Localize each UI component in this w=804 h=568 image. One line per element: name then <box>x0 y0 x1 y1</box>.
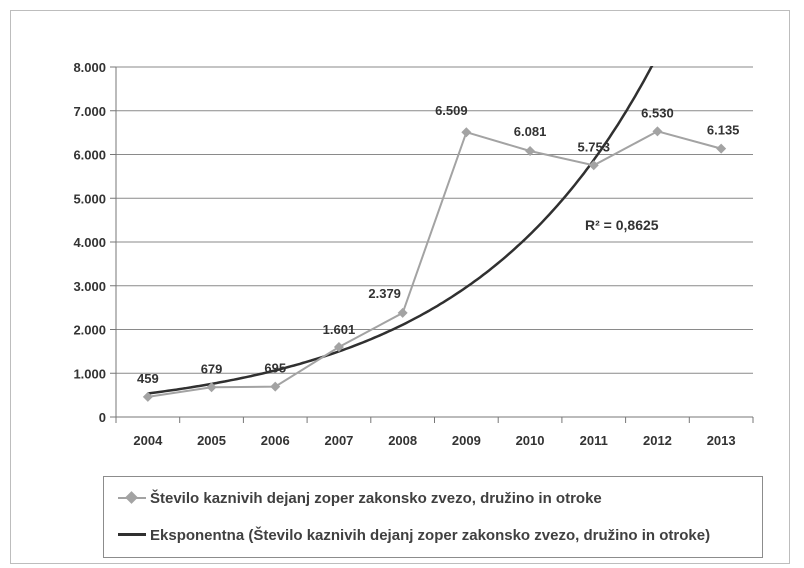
y-tick-label: 5.000 <box>73 191 106 206</box>
gridlines <box>116 66 753 374</box>
x-tick-label: 2004 <box>133 433 163 448</box>
y-tick-label: 0 <box>99 410 106 425</box>
x-tick-label: 2009 <box>452 433 481 448</box>
trendline <box>147 66 654 395</box>
y-tick-label: 8.000 <box>73 60 106 75</box>
data-label: 1.601 <box>323 322 356 337</box>
x-tick-label: 2008 <box>388 433 417 448</box>
x-tick-label: 2010 <box>516 433 545 448</box>
legend-entry-trendline: Eksponentna (Število kaznivih dejanj zop… <box>118 524 710 546</box>
data-point-marker <box>270 381 281 392</box>
y-tick-label: 7.000 <box>73 104 106 119</box>
data-label: 2.379 <box>368 286 401 301</box>
data-point-marker <box>716 143 727 154</box>
data-label: 459 <box>137 371 159 386</box>
data-label: 679 <box>201 361 223 376</box>
trendline-path <box>147 66 654 395</box>
y-tick-label: 2.000 <box>73 323 106 338</box>
data-point-marker <box>461 127 472 138</box>
data-point-marker <box>397 307 408 318</box>
line-swatch <box>118 528 146 542</box>
x-tick-label: 2013 <box>707 433 736 448</box>
x-tick-label: 2012 <box>643 433 672 448</box>
data-label: 6.509 <box>435 103 468 118</box>
data-series <box>142 126 727 402</box>
y-axis-tick-labels: 0 1.000 2.000 3.000 4.000 5.000 6.000 7.000 8.00… <box>73 60 106 425</box>
x-tick-label: 2005 <box>197 433 226 448</box>
y-tick-label: 4.000 <box>73 235 106 250</box>
x-tick-label: 2007 <box>324 433 353 448</box>
diamond-line-swatch <box>118 491 146 505</box>
series-line <box>147 130 722 398</box>
data-label: 695 <box>264 361 286 376</box>
data-labels: 459 679 695 1.601 2.379 6.509 6.081 5.753 6.530 6… <box>137 103 739 386</box>
x-tick-label: 2006 <box>261 433 290 448</box>
data-point-marker <box>333 341 344 352</box>
data-point-marker <box>652 126 663 137</box>
chart-frame: 0 1.000 2.000 3.000 4.000 5.000 6.000 7.000 8.00… <box>10 10 790 564</box>
y-tick-label: 6.000 <box>73 148 106 163</box>
axes <box>110 66 754 423</box>
line-chart: 0 1.000 2.000 3.000 4.000 5.000 6.000 7.000 8.00… <box>73 60 754 448</box>
legend-entry-series: Število kaznivih dejanj zoper zakonsko z… <box>118 487 602 509</box>
x-axis-tick-labels: 2004 2005 2006 2007 2008 2009 2010 2011 2012 2013 <box>133 433 735 448</box>
data-label: 6.530 <box>641 105 674 120</box>
data-point-marker <box>142 391 153 402</box>
legend-label-trendline: Eksponentna (Število kaznivih dejanj zop… <box>150 526 711 544</box>
legend: Število kaznivih dejanj zoper zakonsko z… <box>103 476 763 558</box>
data-point-marker <box>588 160 599 171</box>
r-squared-annotation: R² = 0,8625 <box>585 217 659 233</box>
legend-label-series: Število kaznivih dejanj zoper zakonsko z… <box>150 489 602 507</box>
x-tick-label: 2011 <box>580 433 608 448</box>
data-label: 6.135 <box>707 123 740 138</box>
y-tick-label: 3.000 <box>73 279 106 294</box>
data-point-marker <box>206 382 217 393</box>
y-tick-label: 1.000 <box>73 366 106 381</box>
data-label: 5.753 <box>577 139 610 154</box>
data-point-marker <box>525 145 536 156</box>
data-label: 6.081 <box>514 124 547 139</box>
